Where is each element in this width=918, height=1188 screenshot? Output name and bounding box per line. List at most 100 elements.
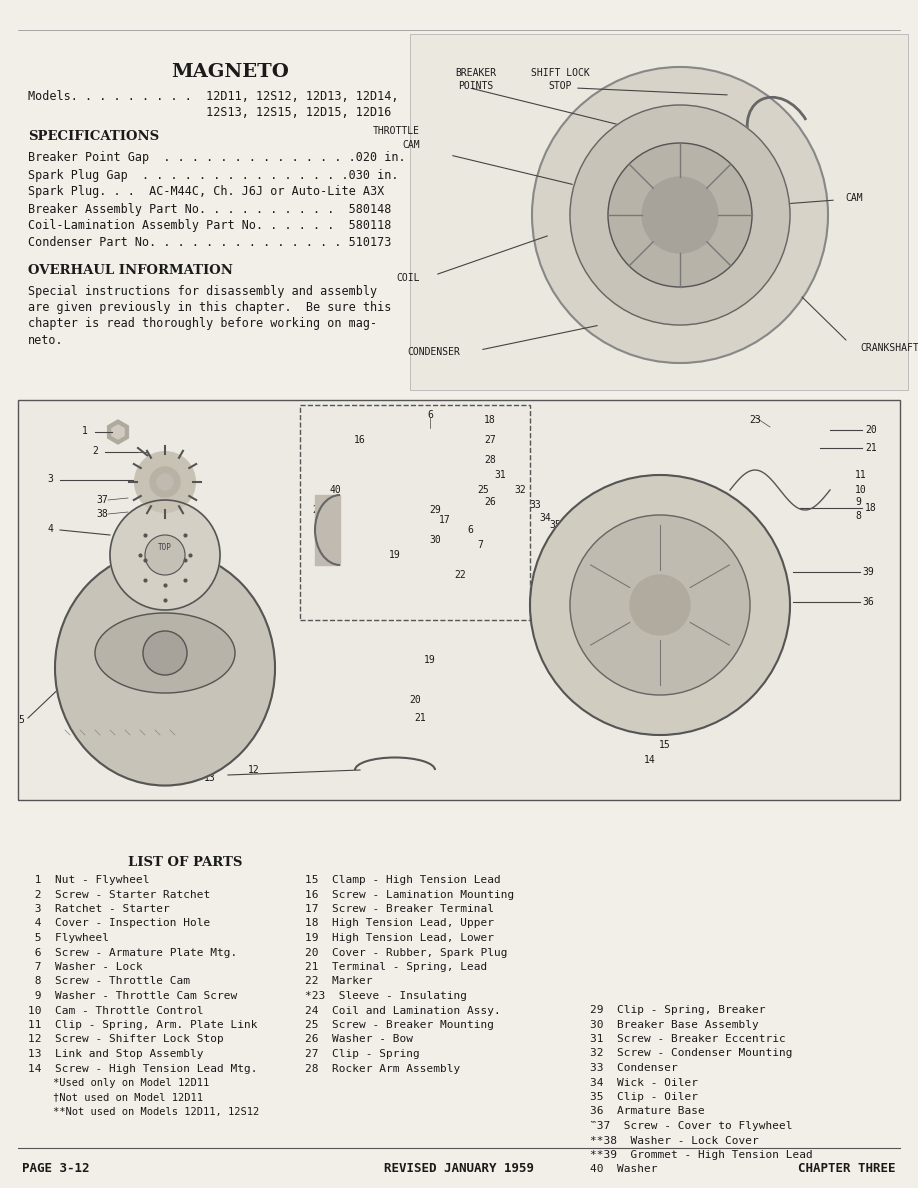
Text: 15: 15 [659,740,671,750]
Text: 31: 31 [494,470,506,480]
Text: 4: 4 [47,524,53,533]
Circle shape [145,535,185,575]
Text: 17  Screw - Breaker Terminal: 17 Screw - Breaker Terminal [305,904,494,914]
Circle shape [532,67,828,364]
Text: 22: 22 [454,570,465,580]
Text: Spark Plug Gap  . . . . . . . . . . . . . . .030 in.: Spark Plug Gap . . . . . . . . . . . . .… [28,169,398,182]
Text: 19: 19 [424,655,436,665]
Text: 1  Nut - Flywheel: 1 Nut - Flywheel [28,876,150,885]
Text: 19  High Tension Lead, Lower: 19 High Tension Lead, Lower [305,933,494,943]
Text: 2  Screw - Starter Ratchet: 2 Screw - Starter Ratchet [28,890,210,899]
Text: 33  Condenser: 33 Condenser [590,1063,677,1073]
Text: 14: 14 [644,756,655,765]
Text: 36: 36 [862,598,874,607]
Circle shape [642,177,718,253]
Circle shape [530,475,790,735]
Text: 20  Cover - Rubber, Spark Plug: 20 Cover - Rubber, Spark Plug [305,948,508,958]
Circle shape [608,143,752,287]
Text: Special instructions for disassembly and assembly: Special instructions for disassembly and… [28,285,377,298]
Bar [18,400,900,800]
Text: 16: 16 [354,435,366,446]
Text: 28  Rocker Arm Assembly: 28 Rocker Arm Assembly [305,1063,460,1074]
Text: 23: 23 [749,415,761,425]
Text: CAM: CAM [845,192,863,203]
Circle shape [150,467,180,497]
Text: 6: 6 [467,525,473,535]
Text: Coil-Lamination Assembly Part No. . . . . .  580118: Coil-Lamination Assembly Part No. . . . … [28,220,391,233]
Text: **38  Washer - Lock Cover: **38 Washer - Lock Cover [590,1136,759,1145]
Text: 8  Screw - Throttle Cam: 8 Screw - Throttle Cam [28,977,190,986]
Text: 25  Screw - Breaker Mounting: 25 Screw - Breaker Mounting [305,1020,494,1030]
Text: LIST OF PARTS: LIST OF PARTS [128,855,242,868]
Text: 3  Ratchet - Starter: 3 Ratchet - Starter [28,904,170,914]
Text: 21: 21 [414,713,426,723]
Text: SHIFT LOCK
STOP: SHIFT LOCK STOP [531,68,589,91]
Text: 6: 6 [427,410,433,421]
Bar [300,405,530,620]
Text: 34  Wick - Oiler: 34 Wick - Oiler [590,1078,698,1087]
Text: 30  Breaker Base Assembly: 30 Breaker Base Assembly [590,1019,759,1030]
Text: PAGE 3-12: PAGE 3-12 [22,1162,89,1175]
Text: 37: 37 [96,495,108,505]
Text: 28: 28 [484,455,496,465]
Text: *23  Sleeve - Insulating: *23 Sleeve - Insulating [305,991,467,1001]
Text: 13: 13 [204,773,216,783]
Text: 21  Terminal - Spring, Lead: 21 Terminal - Spring, Lead [305,962,487,972]
Text: 25: 25 [477,485,489,495]
Text: 12S13, 12S15, 12D15, 12D16: 12S13, 12S15, 12D15, 12D16 [28,106,391,119]
Text: 38: 38 [96,508,108,519]
Text: 4  Cover - Inspection Hole: 4 Cover - Inspection Hole [28,918,210,929]
Text: *Used only on Model 12D11: *Used only on Model 12D11 [28,1078,209,1088]
Text: 12  Screw - Shifter Lock Stop: 12 Screw - Shifter Lock Stop [28,1035,224,1044]
Text: ‷37  Screw - Cover to Flywheel: ‷37 Screw - Cover to Flywheel [590,1121,792,1131]
Circle shape [135,451,195,512]
Text: 32: 32 [514,485,526,495]
Text: 27  Clip - Spring: 27 Clip - Spring [305,1049,420,1059]
Circle shape [110,500,220,609]
Text: CHAPTER THREE: CHAPTER THREE [799,1162,896,1175]
Text: 33: 33 [529,500,541,510]
Text: 11: 11 [855,470,867,480]
Text: 1: 1 [82,426,88,436]
Text: 7: 7 [477,541,483,550]
Text: **Not used on Models 12D11, 12S12: **Not used on Models 12D11, 12S12 [28,1107,259,1117]
Text: COIL: COIL [397,273,420,283]
Bar [410,34,908,390]
Text: 40  Washer: 40 Washer [590,1164,657,1175]
Text: 20: 20 [865,425,877,435]
Circle shape [630,575,690,636]
Circle shape [570,516,750,695]
Text: 7  Washer - Lock: 7 Washer - Lock [28,962,143,972]
Text: Spark Plug. . .  AC-M44C, Ch. J6J or Auto-Lite A3X: Spark Plug. . . AC-M44C, Ch. J6J or Auto… [28,185,385,198]
Text: 22  Marker: 22 Marker [305,977,373,986]
Text: CONDENSER: CONDENSER [407,347,460,358]
Text: 31  Screw - Breaker Eccentric: 31 Screw - Breaker Eccentric [590,1034,786,1044]
Text: 15  Clamp - High Tension Lead: 15 Clamp - High Tension Lead [305,876,500,885]
Text: REVISED JANUARY 1959: REVISED JANUARY 1959 [384,1162,534,1175]
Circle shape [143,631,187,675]
Text: 32  Screw - Condenser Mounting: 32 Screw - Condenser Mounting [590,1049,792,1059]
Text: 9  Washer - Throttle Cam Screw: 9 Washer - Throttle Cam Screw [28,991,237,1001]
Text: 34: 34 [539,513,551,523]
Text: neto.: neto. [28,334,63,347]
Text: 17: 17 [439,516,451,525]
Text: 11  Clip - Spring, Arm. Plate Link: 11 Clip - Spring, Arm. Plate Link [28,1020,258,1030]
Text: 24: 24 [312,505,324,516]
Text: 10: 10 [855,485,867,495]
Text: 10  Cam - Throttle Control: 10 Cam - Throttle Control [28,1005,204,1016]
Text: 6  Screw - Armature Plate Mtg.: 6 Screw - Armature Plate Mtg. [28,948,237,958]
Text: are given previously in this chapter.  Be sure this: are given previously in this chapter. Be… [28,302,391,315]
Circle shape [570,105,790,326]
Text: 14  Screw - High Tension Lead Mtg.: 14 Screw - High Tension Lead Mtg. [28,1063,258,1074]
Text: 3: 3 [47,474,53,484]
Text: 30: 30 [429,535,441,545]
Text: chapter is read thoroughly before working on mag-: chapter is read thoroughly before workin… [28,317,377,330]
Text: 9: 9 [855,497,861,507]
Text: 24  Coil and Lamination Assy.: 24 Coil and Lamination Assy. [305,1005,500,1016]
Text: 40: 40 [330,485,341,495]
Text: 18: 18 [484,415,496,425]
Text: 35: 35 [549,520,561,530]
Text: 26  Washer - Bow: 26 Washer - Bow [305,1035,413,1044]
Text: 21: 21 [865,443,877,453]
Text: 35  Clip - Oiler: 35 Clip - Oiler [590,1092,698,1102]
